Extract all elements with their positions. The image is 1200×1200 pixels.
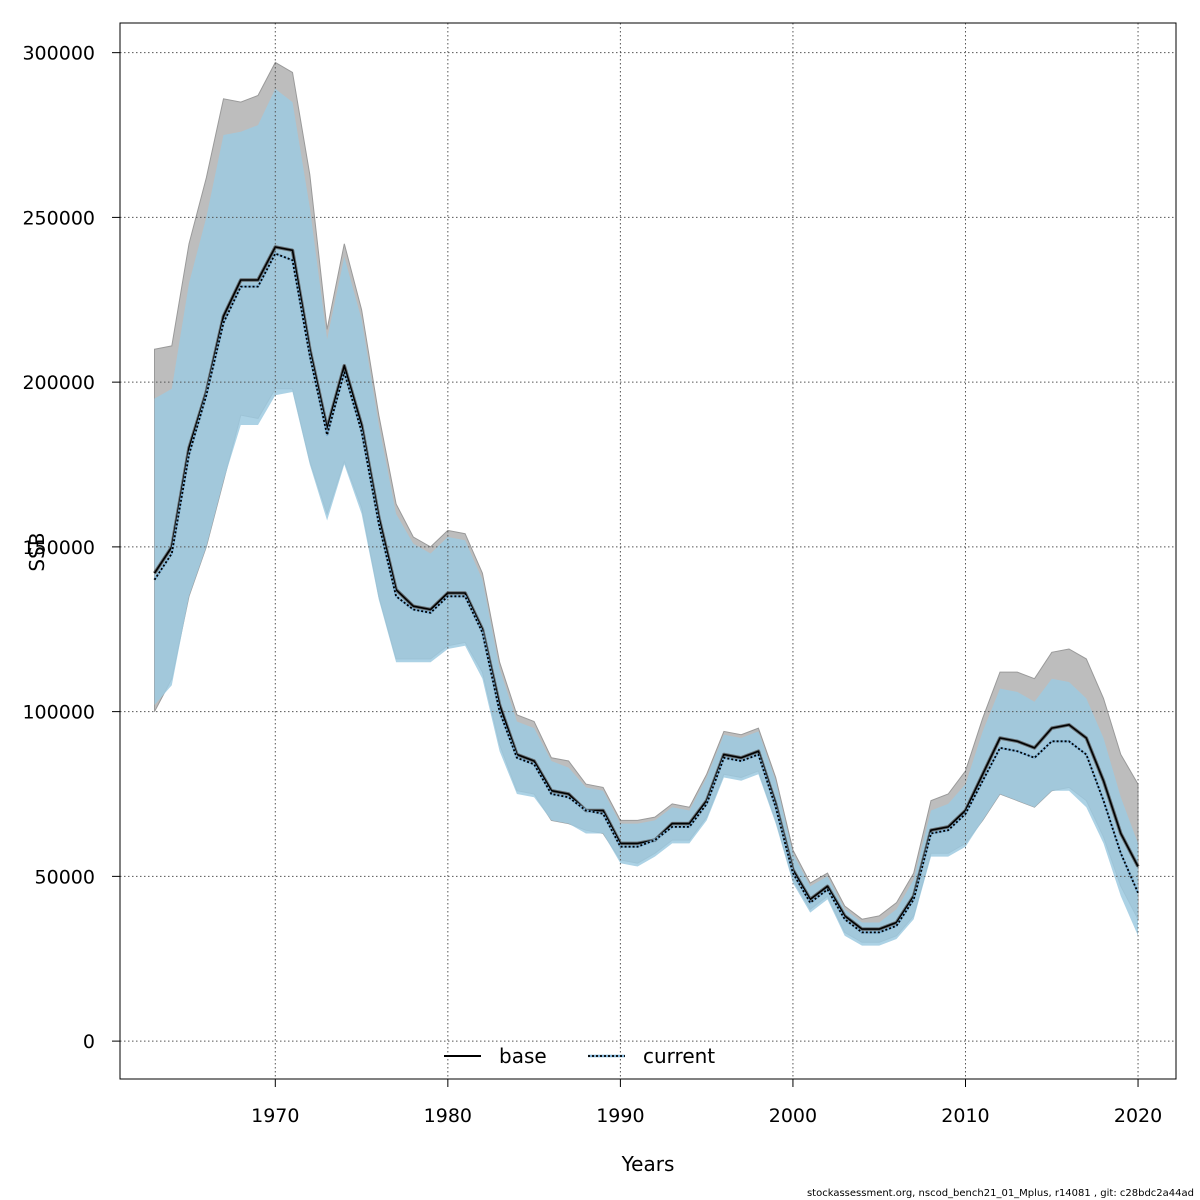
y-axis: 0 50000 100000 150000 200000 250000 300000: [22, 43, 120, 1053]
y-tick-label-250000: 250000: [22, 207, 95, 229]
y-axis-title: SSB: [25, 532, 49, 571]
y-tick-label-100000: 100000: [22, 702, 95, 724]
y-tick-label-300000: 300000: [22, 43, 95, 65]
y-tick-label-200000: 200000: [22, 372, 95, 394]
x-tick-label-2010: 2010: [941, 1105, 989, 1127]
confidence-bands: [154, 61, 1139, 946]
plot-frame: [119, 22, 1177, 1080]
y-tick-label-0: 0: [83, 1031, 95, 1053]
x-tick-label-1980: 1980: [424, 1105, 472, 1127]
line-current-halo: [153, 252, 1140, 934]
x-axis-title: Years: [621, 1152, 675, 1176]
y-tick-label-150000: 150000: [22, 537, 95, 559]
x-tick-label-1990: 1990: [596, 1105, 644, 1127]
line-base: [153, 246, 1139, 930]
series-lines: [153, 245, 1140, 934]
footer-credit: stockassessment.org, nscod_bench21_01_Mp…: [806, 1188, 1194, 1199]
legend: base current: [444, 1044, 715, 1068]
band-current: [154, 88, 1138, 946]
x-axis: 1970 1980 1990 2000 2010 2020: [251, 1079, 1162, 1127]
grid-lines: [120, 23, 1176, 1079]
y-tick-label-50000: 50000: [35, 866, 95, 888]
x-tick-label-2000: 2000: [769, 1105, 817, 1127]
x-tick-label-2020: 2020: [1114, 1105, 1162, 1127]
legend-label-base: base: [499, 1044, 547, 1068]
legend-label-current: current: [643, 1044, 715, 1068]
x-tick-label-1970: 1970: [251, 1105, 299, 1127]
